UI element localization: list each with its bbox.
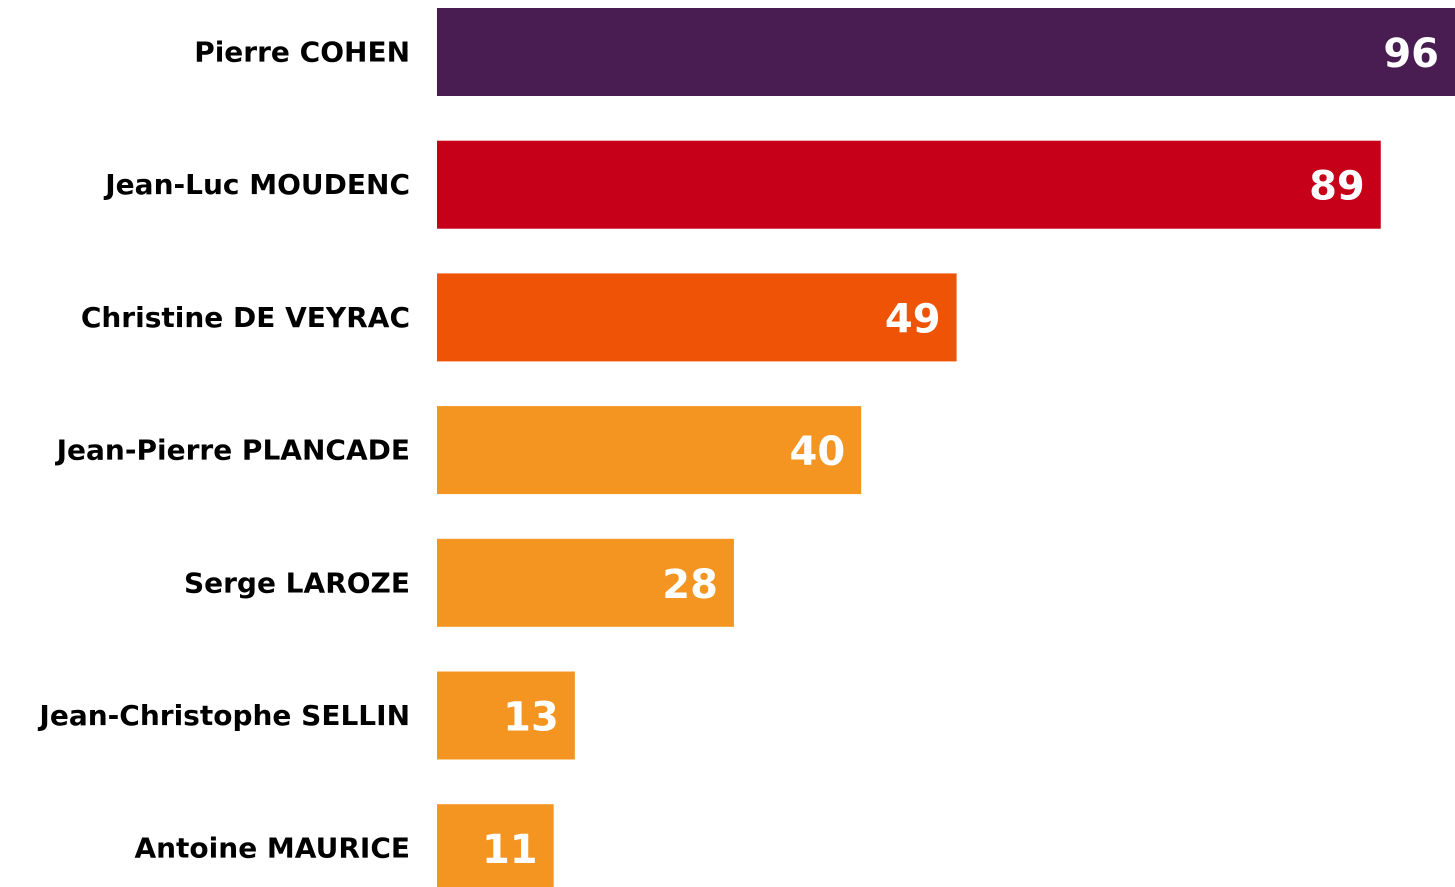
category-label: Pierre COHEN: [194, 36, 410, 69]
category-label: Jean-Pierre PLANCADE: [55, 434, 410, 467]
value-label: 96: [1383, 31, 1439, 77]
value-label: 49: [885, 296, 941, 342]
value-label: 11: [482, 827, 538, 873]
category-label: Jean-Luc MOUDENC: [103, 168, 410, 201]
bar-1: [437, 140, 1381, 229]
bar-6: [437, 804, 554, 887]
bar-5: [437, 671, 575, 760]
value-label: 28: [662, 562, 718, 608]
bar-3: [437, 406, 862, 495]
category-label: Antoine MAURICE: [134, 832, 410, 865]
value-label: 13: [503, 695, 559, 741]
category-label: Serge LAROZE: [184, 566, 410, 599]
bar-2: [437, 273, 957, 362]
category-label: Jean-Christophe SELLIN: [37, 699, 410, 732]
bar-4: [437, 538, 734, 627]
bar-0: [437, 8, 1455, 96]
value-label: 40: [789, 429, 845, 475]
value-label: 89: [1309, 164, 1365, 210]
category-label: Christine DE VEYRAC: [81, 301, 410, 334]
